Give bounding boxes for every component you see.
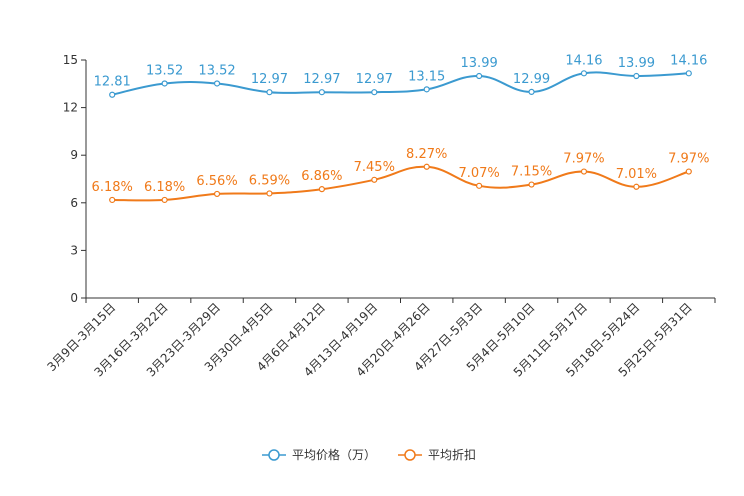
- data-point[interactable]: [476, 72, 483, 80]
- series-line: [112, 165, 690, 202]
- data-label: 13.52: [198, 63, 235, 78]
- data-point[interactable]: [266, 190, 273, 197]
- y-tick-label: 9: [70, 148, 78, 162]
- legend-item-avg-price[interactable]: 平均价格（万）: [262, 447, 376, 462]
- data-point[interactable]: [633, 72, 640, 80]
- legend-label: 平均折扣: [428, 447, 476, 462]
- data-point[interactable]: [213, 80, 221, 87]
- data-point[interactable]: [423, 163, 430, 170]
- data-point[interactable]: [633, 183, 640, 190]
- x-axis: 3月9日-3月15日3月16日-3月22日3月23日-3月29日3月30日-4月…: [44, 297, 716, 380]
- data-point[interactable]: [161, 196, 168, 204]
- data-point[interactable]: [109, 91, 116, 98]
- data-point[interactable]: [318, 186, 325, 193]
- data-label: 13.15: [408, 69, 445, 84]
- data-label: 7.01%: [616, 167, 657, 182]
- data-label: 6.59%: [249, 173, 290, 188]
- data-label: 6.18%: [92, 180, 133, 195]
- data-point[interactable]: [685, 70, 692, 77]
- y-axis: 0 3 6 9 12 15: [63, 53, 87, 305]
- data-point[interactable]: [161, 80, 168, 87]
- data-label: 7.45%: [354, 160, 395, 175]
- y-tick-label: 6: [70, 196, 78, 210]
- data-point[interactable]: [580, 168, 588, 175]
- data-label: 12.97: [251, 72, 288, 87]
- data-point[interactable]: [685, 168, 692, 175]
- data-label: 12.97: [356, 72, 393, 87]
- data-label: 14.16: [670, 53, 707, 68]
- data-label: 7.97%: [563, 152, 604, 167]
- data-point[interactable]: [318, 89, 325, 96]
- data-point[interactable]: [476, 182, 483, 189]
- data-label: 7.15%: [511, 165, 552, 180]
- legend-label: 平均价格（万）: [292, 447, 376, 462]
- series-avg-discount: 6.18% 6.18% 6.56% 6.59% 6.86% 7.45% 8.27% 7.07%…: [92, 147, 709, 204]
- data-label: 13.99: [461, 56, 498, 71]
- legend-item-avg-discount[interactable]: 平均折扣: [398, 447, 476, 462]
- legend-marker-icon: [268, 449, 280, 461]
- legend[interactable]: 平均价格（万） 平均折扣: [262, 447, 476, 462]
- data-point[interactable]: [266, 89, 273, 96]
- data-point[interactable]: [528, 181, 535, 188]
- data-label: 12.97: [303, 72, 340, 87]
- data-label: 13.52: [146, 63, 183, 78]
- data-point[interactable]: [580, 70, 588, 77]
- data-point[interactable]: [528, 88, 535, 95]
- data-label: 6.56%: [196, 174, 237, 189]
- y-tick-label: 15: [63, 53, 78, 67]
- data-label: 7.97%: [668, 152, 709, 167]
- series-layer: 12.81 13.52 13.52 12.97 12.97 12.97 13.15 13.99…: [92, 53, 709, 204]
- data-point[interactable]: [371, 89, 378, 96]
- data-point[interactable]: [371, 176, 378, 183]
- data-point[interactable]: [423, 86, 430, 93]
- data-label: 8.27%: [406, 147, 447, 162]
- data-label: 14.16: [565, 53, 602, 68]
- y-tick-label: 0: [70, 291, 78, 305]
- y-tick-label: 3: [70, 243, 78, 257]
- data-label: 7.07%: [458, 166, 499, 181]
- data-point[interactable]: [213, 190, 221, 198]
- data-point[interactable]: [109, 196, 116, 204]
- legend-marker-icon: [404, 449, 416, 461]
- data-label: 6.86%: [301, 169, 342, 184]
- data-label: 13.99: [618, 56, 655, 71]
- data-label: 12.99: [513, 72, 550, 87]
- series-line: [111, 71, 689, 96]
- y-tick-label: 12: [63, 101, 78, 115]
- data-label: 6.18%: [144, 180, 185, 195]
- data-label: 12.81: [94, 75, 131, 90]
- series-avg-price: 12.81 13.52 13.52 12.97 12.97 12.97 13.15 13.99…: [94, 53, 707, 98]
